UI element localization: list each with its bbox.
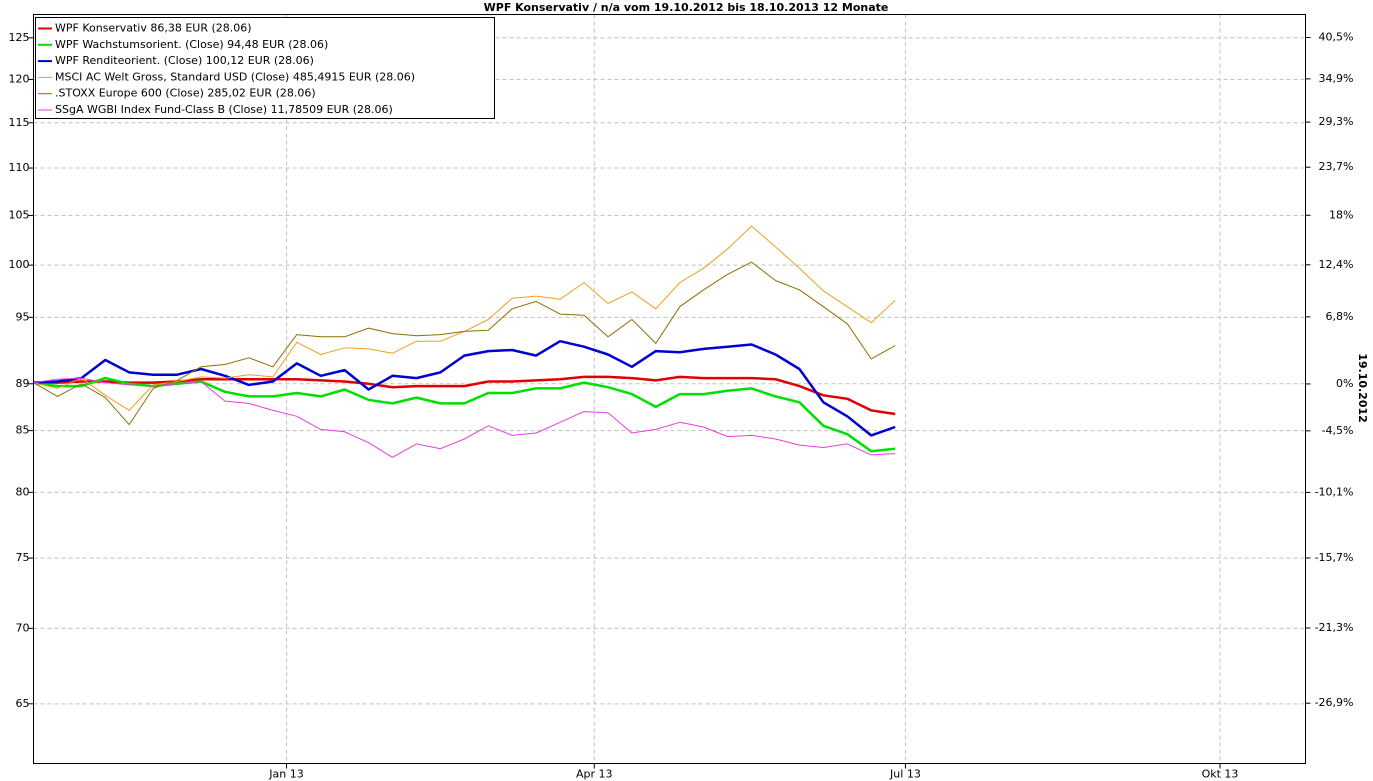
lines bbox=[33, 225, 896, 458]
y2-tick-label: -26,9% bbox=[1315, 696, 1354, 709]
chart-title: WPF Konservativ / n/a vom 19.10.2012 bis… bbox=[484, 1, 889, 14]
legend-label: .STOXX Europe 600 (Close) 285,02 EUR (28… bbox=[55, 87, 316, 100]
legend-label: WPF Wachstumsorient. (Close) 94,48 EUR (… bbox=[55, 38, 328, 51]
y-tick-label: 89 bbox=[16, 377, 30, 390]
y-tick-label: 100 bbox=[9, 258, 30, 271]
y2-tick-label: 34,9% bbox=[1319, 72, 1354, 85]
y2-tick-label: 40,5% bbox=[1319, 30, 1354, 43]
legend-label: WPF Konservativ 86,38 EUR (28.06) bbox=[55, 22, 252, 35]
x-tick-label: Okt 13 bbox=[1202, 768, 1239, 781]
series-line bbox=[33, 377, 896, 458]
y-tick-label: 75 bbox=[16, 551, 30, 564]
y2-axis-label: 19.10.2012 bbox=[1356, 353, 1369, 423]
y-tick-label: 110 bbox=[9, 161, 30, 174]
series-line bbox=[33, 339, 896, 437]
y-tick-label: 70 bbox=[16, 621, 30, 634]
y-tick-label: 115 bbox=[9, 116, 30, 129]
y2-tick-label: 23,7% bbox=[1319, 160, 1354, 173]
legend-label: SSgA WGBI Index Fund-Class B (Close) 11,… bbox=[55, 103, 393, 116]
x-tick-label: Jul 13 bbox=[889, 768, 921, 781]
y-tick-label: 65 bbox=[16, 697, 30, 710]
legend: WPF Konservativ 86,38 EUR (28.06) WPF Wac… bbox=[35, 17, 495, 119]
y2-tick-label: 12,4% bbox=[1319, 258, 1354, 271]
y2-tick-label: 6,8% bbox=[1326, 310, 1354, 323]
grid: 65 70 75 80 85 89 95 100 105 110 115 120 125 40,5% 34,… bbox=[9, 14, 1354, 781]
y2-tick-label: -15,7% bbox=[1315, 551, 1354, 564]
y-tick-label: 120 bbox=[9, 72, 30, 85]
legend-label: MSCI AC Welt Gross, Standard USD (Close)… bbox=[55, 70, 415, 83]
y-tick-label: 85 bbox=[16, 424, 30, 437]
y2-tick-label: -4,5% bbox=[1322, 424, 1354, 437]
y2-tick-label: 18% bbox=[1329, 208, 1353, 221]
y-tick-label: 125 bbox=[9, 31, 30, 44]
y-tick-label: 105 bbox=[9, 208, 30, 221]
y2-tick-label: 29,3% bbox=[1319, 115, 1354, 128]
series-line bbox=[33, 261, 896, 426]
legend-label: WPF Renditeorient. (Close) 100,12 EUR (2… bbox=[55, 54, 314, 67]
y2-tick-label: -10,1% bbox=[1315, 485, 1354, 498]
x-tick-label: Apr 13 bbox=[576, 768, 613, 781]
x-tick-label: Jan 13 bbox=[268, 768, 303, 781]
y-tick-label: 80 bbox=[16, 485, 30, 498]
y-tick-label: 95 bbox=[16, 310, 30, 323]
y2-tick-label: -21,3% bbox=[1315, 621, 1354, 634]
legend-box bbox=[35, 17, 495, 119]
y2-tick-label: 0% bbox=[1336, 377, 1353, 390]
plot-frame bbox=[33, 14, 1306, 764]
